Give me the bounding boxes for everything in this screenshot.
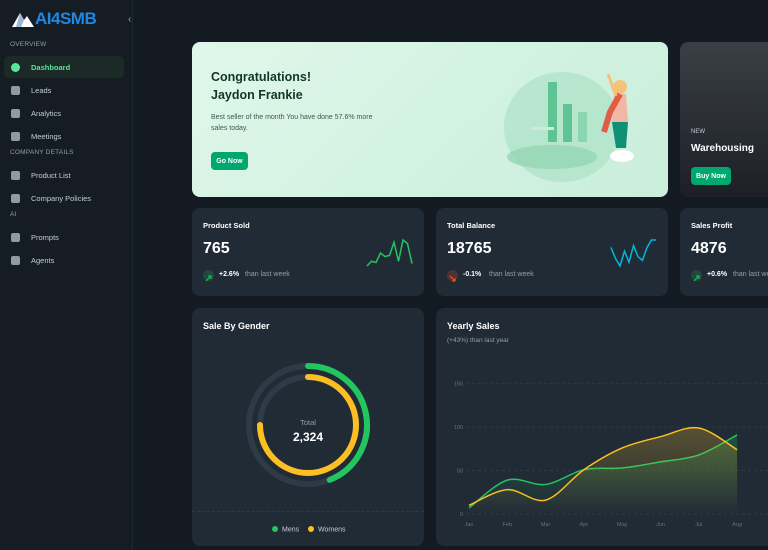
stat-change: +2.6% [219,271,240,278]
nav-item[interactable]: Product List [4,164,124,186]
trend-icon [447,270,458,281]
yearly-subtitle: (+43%) than last year [447,337,509,344]
logo-text: AI4SMB [35,9,97,28]
trend-icon [691,270,702,281]
banner-name: Jaydon Frankie [211,88,303,102]
stat-note: than last week [245,271,290,278]
nav-label: Product List [31,170,71,180]
buy-now-button[interactable]: Buy Now [691,167,731,185]
stat-value: 18765 [447,240,492,257]
stat-note: than last week [733,271,768,278]
nav-item[interactable]: Leads [4,79,124,101]
nav-label: Dashboard [31,62,71,72]
stat-change: +0.6% [707,271,728,278]
nav-item[interactable]: Prompts [4,226,124,248]
nav-item[interactable]: Agents [4,249,124,271]
promo-tag: NEW [691,129,705,135]
stat-card: Product Sold 765 +2.6% than last week [192,208,424,296]
nav-icon [11,108,20,118]
nav-item[interactable]: Company Policies [4,187,124,209]
yearly-card: Yearly Sales (+43%) than last year [436,308,768,546]
logo-icon [12,13,34,27]
nav-label: Meetings [31,131,62,141]
welcome-banner: Congratulations! Jaydon Frankie Best sel… [192,42,668,197]
nav-icon [11,170,20,180]
stat-value: 4876 [691,240,727,257]
collapse-button[interactable]: ‹ [128,14,132,25]
divider [192,511,424,512]
banner-text: Best seller of the month You have done 5… [211,114,373,132]
stat-card: Sales Profit 4876 +0.6% than last week [680,208,768,296]
trend-icon [203,270,214,281]
nav-item[interactable]: Analytics [4,102,124,124]
gender-card: Sale By Gender [192,308,424,546]
nav-icon [11,255,20,265]
section-title: AI [10,211,17,218]
section-title: COMPANY DETAILS [10,149,74,156]
nav-icon [11,232,20,242]
nav-icon [11,193,20,203]
nav-icon [11,131,20,141]
logo: AI4SMB [12,9,97,29]
nav-icon [11,62,20,72]
section-title: OVERVIEW [10,41,47,48]
stat-change: -0.1% [463,271,482,278]
nav-label: Leads [31,85,52,95]
stat-label: Product Sold [203,221,250,230]
nav-label: Prompts [31,232,59,242]
stat-label: Sales Profit [691,221,733,230]
gender-title: Sale By Gender [203,321,270,331]
illustration [504,72,634,182]
nav-label: Company Policies [31,193,92,203]
stat-note: than last week [489,271,534,278]
stat-value: 765 [203,240,230,257]
banner-title: Congratulations! [211,70,311,84]
promo-title: Warehousing [691,143,754,154]
sidebar: AI4SMB ‹ OVERVIEW Dashboard Leads Analytics… [0,0,133,550]
nav-icon [11,85,20,95]
stat-card: Total Balance 18765 -0.1% than last week [436,208,668,296]
nav-label: Agents [31,255,55,265]
go-now-button[interactable]: Go Now [211,152,248,170]
promo-card: NEW Warehousing Buy Now [680,42,768,197]
nav-item[interactable]: Meetings [4,125,124,147]
yearly-title: Yearly Sales [447,321,500,331]
stat-label: Total Balance [447,221,496,230]
nav-item[interactable]: Dashboard [4,56,124,78]
nav-label: Analytics [31,108,62,118]
